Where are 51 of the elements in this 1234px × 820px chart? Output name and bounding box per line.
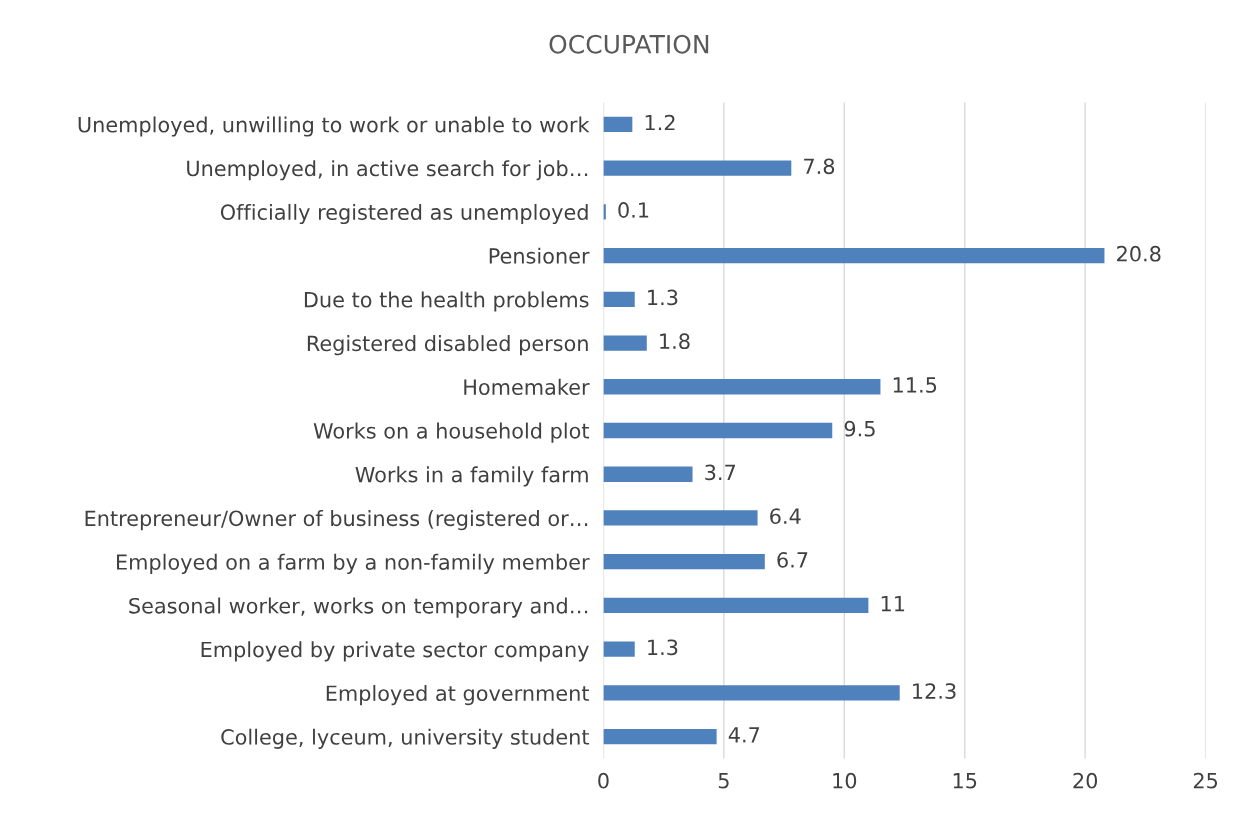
y-tick-label: Works on a household plot [313, 422, 590, 443]
data-label: 6.7 [777, 551, 808, 568]
bar [603, 554, 765, 570]
data-label: 11 [881, 595, 905, 612]
bar [603, 728, 717, 745]
y-tick-label: Unemployed, in active search for job… [187, 160, 588, 181]
data-label: 1.3 [648, 639, 678, 656]
y-tick-label: Due to the health problems [304, 291, 589, 312]
y-tick-label: College, lyceum, university student [221, 728, 590, 749]
bar [603, 247, 1105, 264]
bar [603, 116, 633, 133]
bar [603, 466, 693, 482]
data-label: 1.8 [660, 333, 690, 350]
y-tick-label: Officially registered as unemployed [220, 203, 588, 225]
data-label: 20.8 [1117, 245, 1161, 262]
y-tick-label: Pensioner [489, 247, 590, 264]
data-label: 12.3 [913, 683, 956, 699]
data-label: 1.3 [648, 289, 678, 306]
y-tick-label: Employed at government [326, 684, 590, 706]
data-label: 6.4 [770, 508, 801, 525]
bar [603, 685, 900, 701]
chart-title: OCCUPATION [549, 34, 709, 54]
x-tick-label: 20 [1073, 772, 1098, 789]
bar [603, 597, 869, 614]
bar [603, 422, 833, 439]
bar [603, 379, 881, 395]
data-label: 0.1 [618, 202, 649, 218]
bar [603, 510, 758, 526]
y-tick-label: Unemployed, unwilling to work or unable to work [78, 116, 590, 137]
bar [603, 641, 635, 657]
bar [603, 160, 792, 176]
data-label: 7.8 [804, 158, 835, 175]
x-tick-label: 10 [833, 772, 857, 789]
y-tick-label: Works in a family farm [355, 466, 588, 487]
y-tick-label: Seasonal worker, works on temporary and… [129, 597, 588, 618]
bar [603, 335, 647, 351]
data-label: 3.7 [705, 464, 736, 481]
data-label: 4.7 [728, 727, 760, 743]
data-label: 9.5 [844, 420, 875, 437]
y-tick-label: Registered disabled person [307, 335, 588, 356]
x-tick-label: 25 [1193, 772, 1218, 789]
x-tick-label: 0 [598, 772, 609, 789]
data-label: 11.5 [893, 377, 937, 393]
y-tick-label: Homemaker [464, 378, 590, 395]
y-tick-label: Employed by private sector company [201, 641, 589, 662]
data-label: 1.2 [645, 114, 675, 131]
x-tick-label: 15 [953, 773, 977, 789]
bar [603, 291, 635, 307]
x-tick-label: 5 [718, 773, 729, 789]
y-tick-label: Employed on a farm by a non-family member [117, 553, 590, 574]
y-tick-label: Entrepreneur/Owner of business (registered or… [85, 510, 588, 531]
